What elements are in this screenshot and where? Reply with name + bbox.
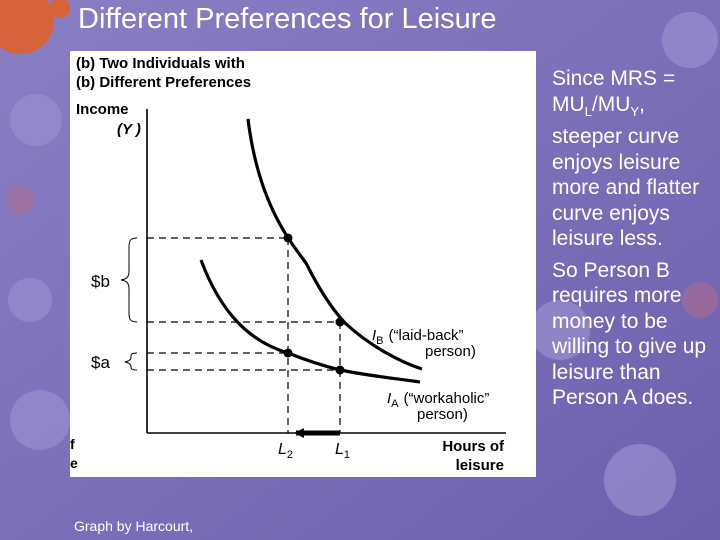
edge-fragment-2: e bbox=[70, 455, 78, 471]
curve-ia-symbol: I bbox=[387, 390, 391, 407]
brace-b-label: $b bbox=[91, 272, 110, 291]
mrs-subscript-y: Y bbox=[630, 103, 640, 119]
mrs-mid: /MU bbox=[591, 92, 631, 116]
gear-icon bbox=[8, 12, 718, 516]
gear-icon bbox=[6, 186, 718, 318]
figure-heading-line1: (b) Two Individuals with bbox=[76, 55, 245, 72]
brace-b bbox=[120, 237, 138, 323]
gear-icon bbox=[0, 0, 70, 54]
indifference-curve-ib bbox=[246, 118, 423, 371]
curve-ia-label: IA (“workaholic” bbox=[387, 390, 489, 410]
figure-heading-line2: (b) Different Preferences bbox=[76, 74, 251, 91]
point-ib-upper bbox=[283, 233, 293, 243]
x-axis-label-line1: Hours of bbox=[442, 438, 505, 455]
tick-l1-subscript: 1 bbox=[344, 449, 350, 461]
point-ia-upper bbox=[283, 348, 293, 358]
brace-a bbox=[124, 352, 138, 371]
y-axis-label-line1: Income bbox=[76, 101, 129, 118]
curve-ib-subscript: B bbox=[376, 335, 383, 347]
point-ib-lower bbox=[335, 317, 345, 327]
figure-panel: (b) Two Individuals with (b) Different P… bbox=[70, 51, 536, 477]
curve-ib-text: (“laid-back” bbox=[389, 327, 464, 344]
y-axis-label-line2: (Y ) bbox=[117, 121, 141, 138]
mrs-subscript-l: L bbox=[584, 103, 592, 119]
explanation-paragraph-1: Since MRS = MUL/MUY, steeper curve enjoy… bbox=[552, 66, 718, 252]
curve-ib-text2: person) bbox=[425, 343, 476, 360]
indifference-curve-ia bbox=[199, 259, 421, 384]
tick-label-l2: L2 bbox=[278, 441, 293, 461]
tick-label-l1: L1 bbox=[335, 441, 350, 461]
x-axis-label-line2: leisure bbox=[456, 457, 504, 474]
tick-l2-subscript: 2 bbox=[287, 449, 293, 461]
edge-fragment-1: f bbox=[70, 436, 75, 452]
mrs-rest: , steeper curve enjoys leisure more and … bbox=[552, 92, 700, 251]
curve-ib-label: IB (“laid-back” bbox=[372, 327, 464, 347]
indifference-curve-graph: (b) Two Individuals with (b) Different P… bbox=[70, 55, 506, 474]
curve-ib-symbol: I bbox=[372, 327, 376, 344]
slide-title: Different Preferences for Leisure bbox=[78, 3, 497, 35]
curve-ia-text: (“workaholic” bbox=[404, 390, 490, 407]
explanation-paragraph-2: So Person B requires more money to be wi… bbox=[552, 258, 707, 410]
curve-ia-subscript: A bbox=[391, 398, 399, 410]
tick-l1-symbol: L bbox=[335, 441, 344, 458]
explanation-text: Since MRS = MUL/MUY, steeper curve enjoy… bbox=[552, 66, 718, 417]
point-ia-lower bbox=[335, 365, 345, 375]
mrs-prefix: Since MRS = MU bbox=[552, 67, 676, 116]
brace-a-label: $a bbox=[91, 353, 110, 372]
graph-credit: Graph by Harcourt, bbox=[74, 518, 194, 534]
curve-ia-text2: person) bbox=[417, 406, 468, 423]
tick-l2-symbol: L bbox=[278, 441, 287, 458]
